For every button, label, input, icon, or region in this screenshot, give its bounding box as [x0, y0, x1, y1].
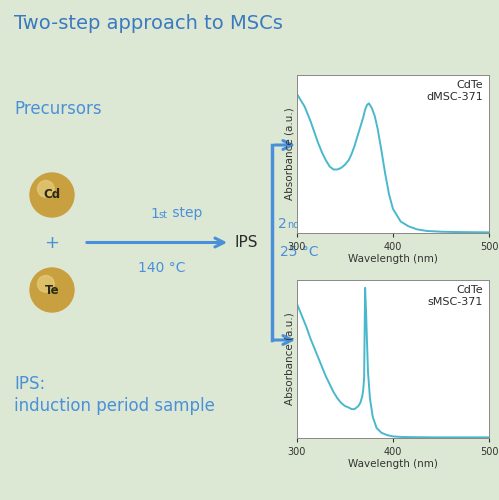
Text: Precursors: Precursors — [14, 100, 102, 118]
Circle shape — [37, 180, 54, 197]
Text: IPS: IPS — [235, 235, 258, 250]
Circle shape — [30, 268, 74, 312]
X-axis label: Wavelength (nm): Wavelength (nm) — [348, 254, 438, 264]
Text: Cd: Cd — [43, 188, 60, 202]
Circle shape — [30, 173, 74, 217]
Text: IPS:: IPS: — [14, 375, 45, 393]
Text: CdTe
sMSC-371: CdTe sMSC-371 — [428, 284, 483, 307]
Text: st: st — [158, 210, 167, 220]
Circle shape — [37, 276, 54, 292]
Y-axis label: Absorbance (a.u.): Absorbance (a.u.) — [284, 312, 294, 405]
Text: step: step — [168, 206, 203, 220]
Text: 2: 2 — [278, 218, 287, 232]
Text: Te: Te — [45, 284, 59, 296]
X-axis label: Wavelength (nm): Wavelength (nm) — [348, 460, 438, 469]
Text: 1: 1 — [150, 206, 159, 220]
Text: step: step — [299, 218, 333, 232]
Text: nd: nd — [287, 220, 299, 230]
Text: induction period sample: induction period sample — [14, 397, 215, 415]
Y-axis label: Absorbance (a.u.): Absorbance (a.u.) — [284, 108, 294, 200]
Text: CdTe
dMSC-371: CdTe dMSC-371 — [427, 80, 483, 102]
Text: +: + — [44, 234, 59, 252]
Text: 140 °C: 140 °C — [138, 260, 186, 274]
Text: Two-step approach to MSCs: Two-step approach to MSCs — [14, 14, 283, 33]
Text: 25 °C: 25 °C — [280, 246, 319, 260]
